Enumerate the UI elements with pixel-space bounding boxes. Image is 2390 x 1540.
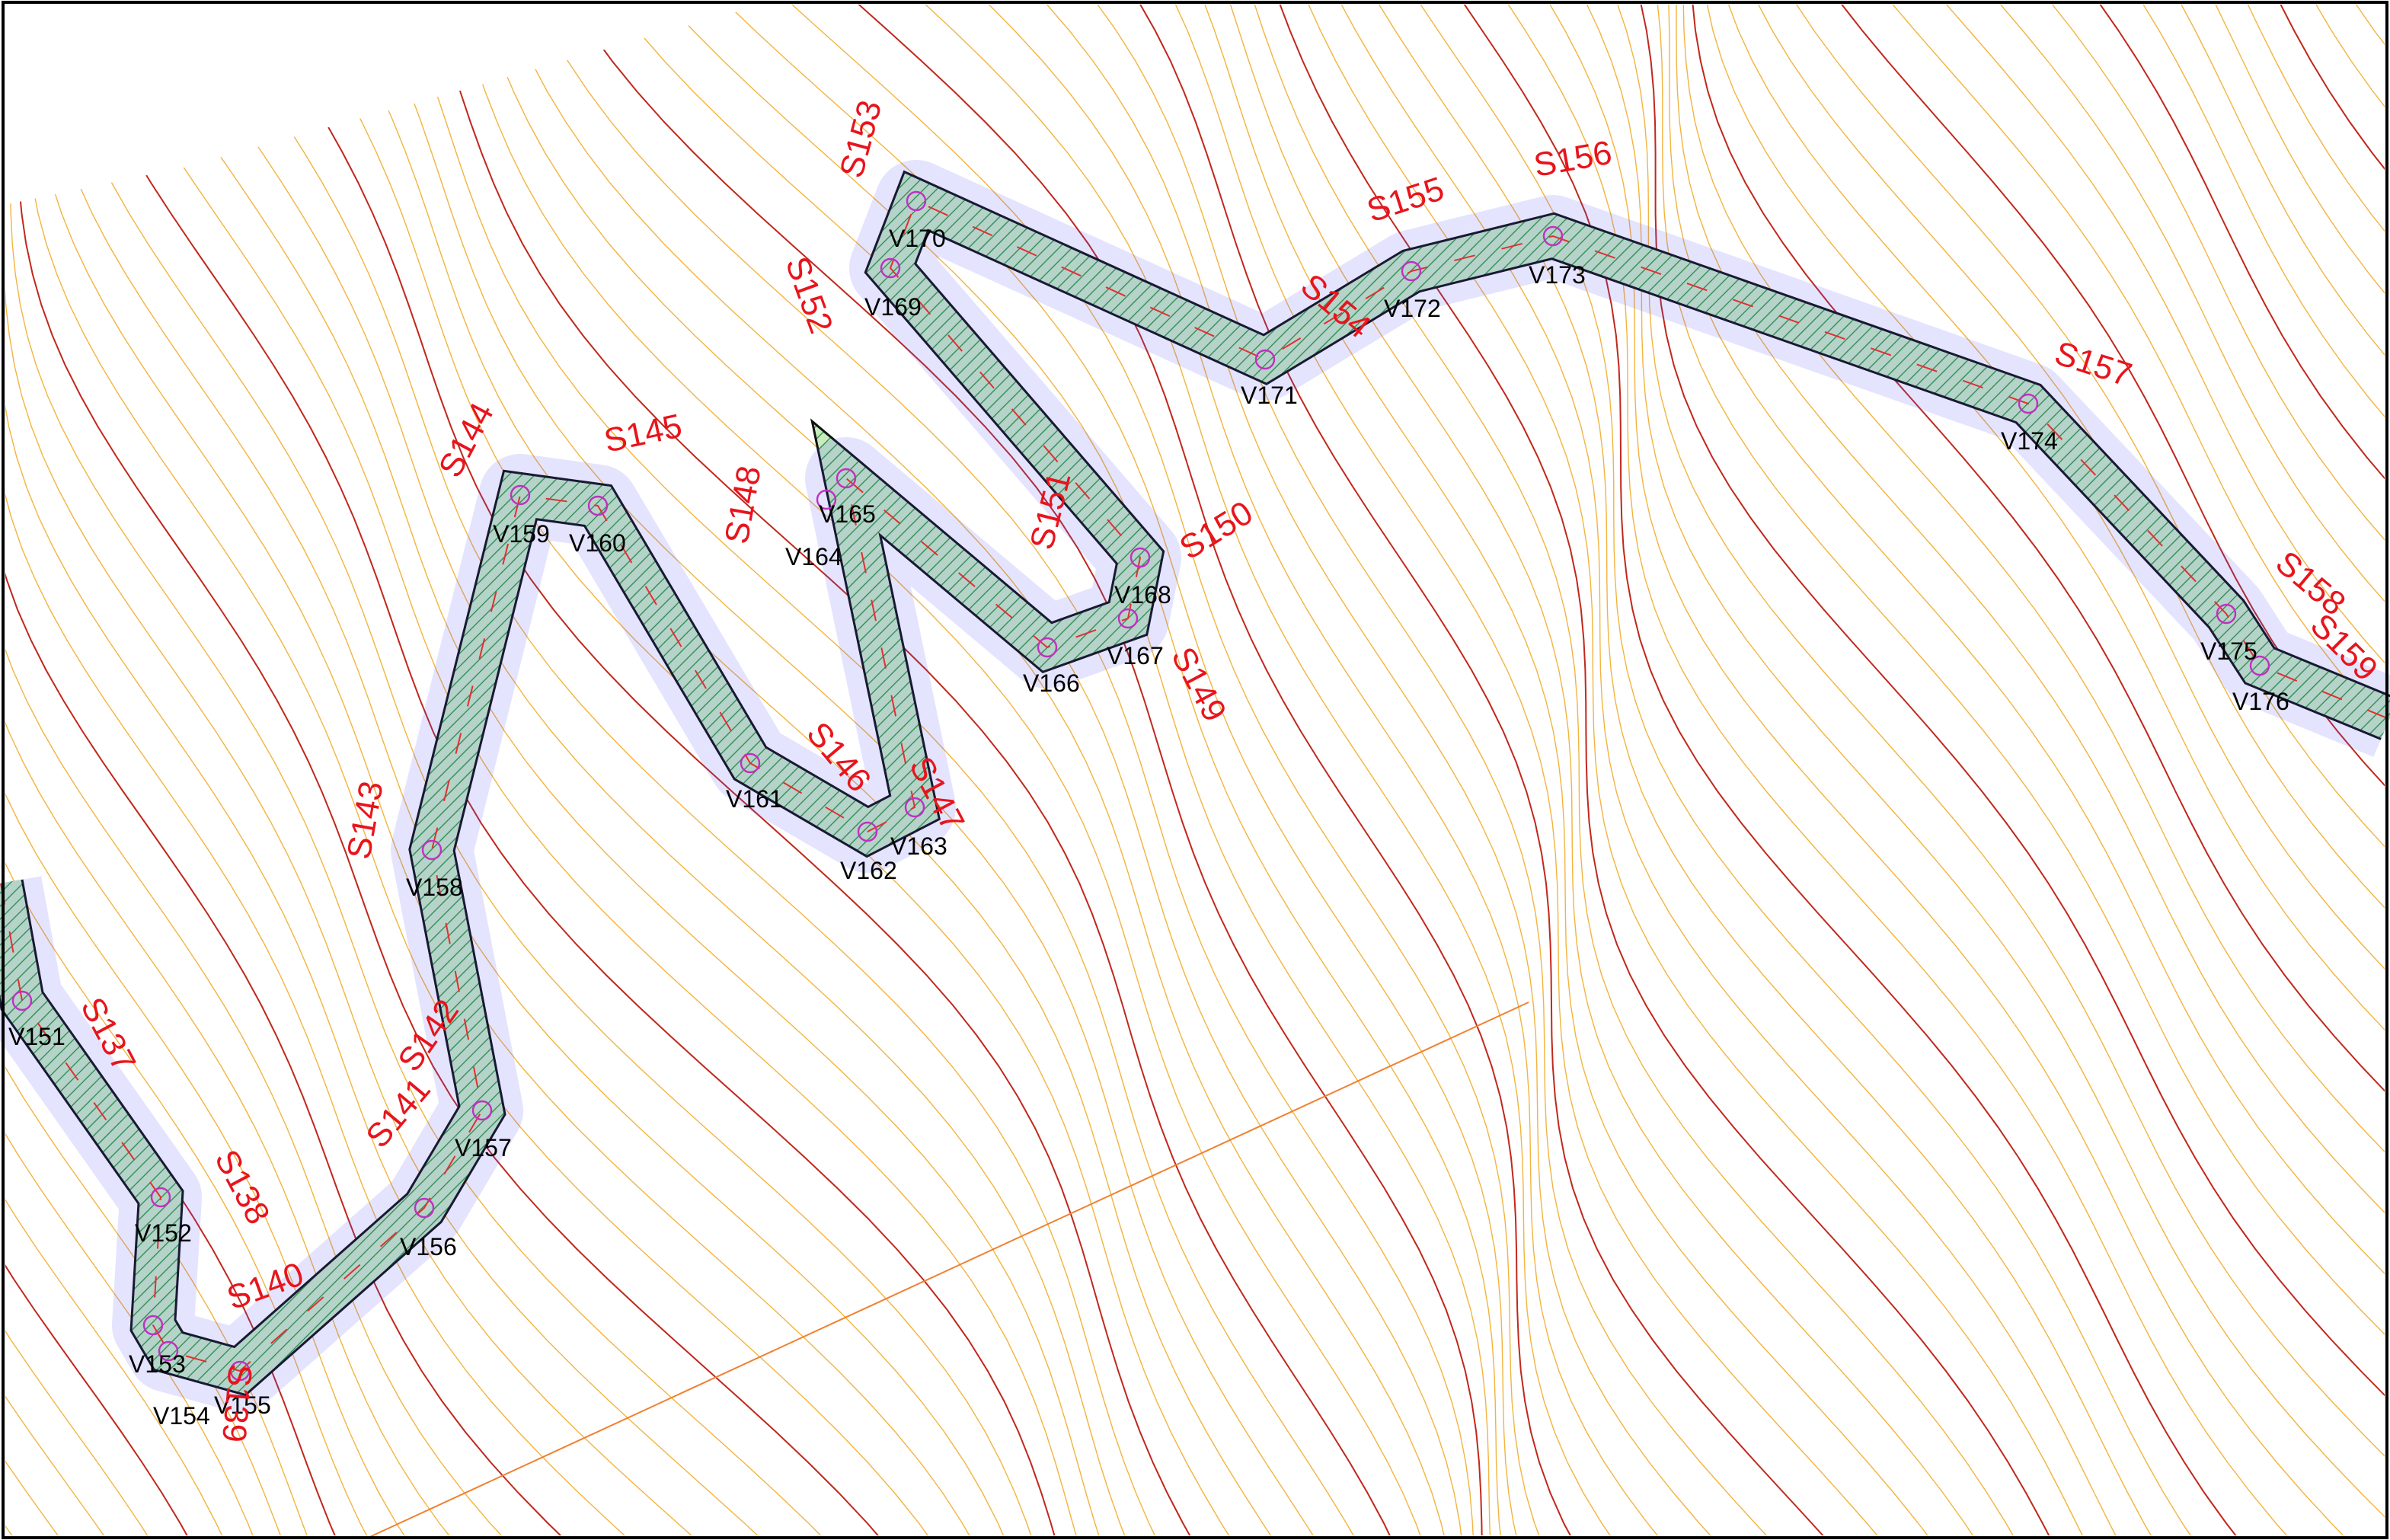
vertex-label: V161	[726, 785, 783, 813]
vertex-label: V153	[129, 1350, 186, 1378]
vertex-label: V168	[1114, 581, 1171, 609]
station-label: S138	[207, 1144, 277, 1231]
vertex-label: V156	[400, 1233, 457, 1260]
contour-line	[1568, 0, 2390, 1540]
contour-line	[2074, 0, 2390, 1540]
vertex-label: V154	[153, 1402, 210, 1430]
station-label: S139	[215, 1363, 259, 1444]
vertex-label: V169	[864, 293, 922, 321]
contour-line	[1267, 0, 2073, 1540]
contour-line	[1864, 0, 2390, 1540]
contour-line	[1775, 0, 2390, 1540]
station-label: S149	[1164, 641, 1234, 728]
vertex-label: V175	[2200, 637, 2257, 665]
station-label: S152	[778, 252, 840, 338]
contour-line	[2232, 0, 2390, 1540]
vertex-label: V151	[8, 1023, 66, 1050]
boundary-line	[366, 1002, 1529, 1538]
vertex-label: V167	[1107, 642, 1164, 669]
vertex-label: V160	[569, 529, 626, 557]
contour-line	[1631, 0, 2390, 1540]
contour-line	[1653, 0, 2390, 1540]
vertex-label: V166	[1023, 669, 1080, 697]
contour-line	[1691, 0, 2390, 1540]
drawing: V151V152V153V154V155V156V157V158V159V160…	[0, 0, 2390, 1540]
contour-line	[1683, 0, 2390, 1540]
contour-line	[0, 0, 46, 1540]
vertex-label: V162	[840, 857, 897, 884]
vertex-label: V165	[819, 500, 876, 528]
contour-line	[1718, 0, 2390, 1540]
vertex-label: V173	[1529, 261, 1586, 289]
contour-line	[0, 0, 1, 1540]
station-label: S158	[2269, 544, 2353, 623]
vertex-label: V164	[785, 543, 842, 570]
vertex-label: V170	[889, 225, 946, 252]
contour-line	[1603, 0, 2390, 1540]
station-label: S156	[1531, 134, 1615, 184]
vertex-label: V172	[1384, 295, 1441, 322]
contour-line	[1743, 0, 2390, 1540]
contour-line	[2296, 0, 2390, 1540]
contour-line	[0, 0, 745, 1540]
vertex-label: V158	[406, 874, 463, 901]
vertex-label: V176	[2232, 688, 2289, 715]
page: {"stations":["S137","S138","S139","S140"…	[0, 0, 2390, 1540]
vertex-label: V152	[135, 1219, 192, 1247]
vertex-label: V171	[1241, 382, 1298, 409]
station-label: S143	[340, 778, 391, 862]
vertex-label: V174	[2001, 427, 2058, 455]
contour-line	[2334, 0, 2390, 1540]
vertex-label: V159	[493, 520, 550, 548]
vertex-label: V157	[455, 1134, 512, 1161]
station-label: S150	[1173, 494, 1259, 567]
station-label: S148	[718, 463, 768, 547]
contour-line	[1701, 0, 2390, 1540]
station-label: S145	[601, 407, 685, 459]
contour-line	[2024, 0, 2390, 1540]
contour-line	[2198, 0, 2390, 1540]
